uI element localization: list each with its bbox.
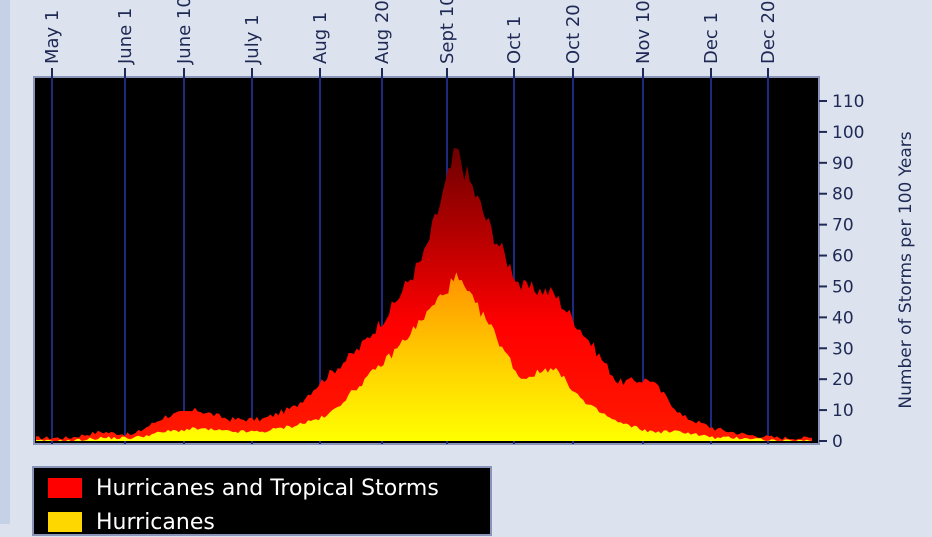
x-tick-label: Sept 10 bbox=[437, 0, 458, 64]
legend-item-hurricanes-and-tropical-storms: Hurricanes and Tropical Storms bbox=[48, 473, 439, 503]
x-tick-label: July 1 bbox=[242, 14, 263, 65]
x-tick-label: Aug 1 bbox=[310, 12, 331, 64]
legend-swatch-red bbox=[48, 478, 82, 498]
x-tick-label: Dec 1 bbox=[701, 12, 722, 64]
x-tick-label: Oct 20 bbox=[563, 4, 584, 64]
x-tick-label: Nov 10 bbox=[633, 0, 654, 64]
y-tick-label: 60 bbox=[832, 247, 854, 267]
legend-item-hurricanes: Hurricanes bbox=[48, 507, 215, 537]
left-border-strip bbox=[0, 0, 10, 524]
x-tick-label: Dec 20 bbox=[758, 1, 779, 64]
x-tick-label: Oct 1 bbox=[504, 16, 525, 64]
x-tick-label: May 1 bbox=[42, 10, 63, 64]
y-tick-label: 100 bbox=[832, 123, 864, 143]
storm-frequency-chart: May 1 June 1 June 10 July 1 Aug 1 Aug 20 Sept … bbox=[33, 0, 916, 452]
y-tick-label: 50 bbox=[832, 277, 854, 297]
x-tick-label: Aug 20 bbox=[372, 0, 393, 64]
legend-swatch-yellow bbox=[48, 512, 82, 532]
x-tick-label: June 1 bbox=[115, 8, 136, 65]
legend-label-hurricanes: Hurricanes bbox=[96, 509, 215, 535]
y-tick-label: 70 bbox=[832, 216, 854, 236]
legend: Hurricanes and Tropical Storms Hurricane… bbox=[32, 466, 492, 536]
y-tick-label: 40 bbox=[832, 308, 854, 328]
y-tick-label: 0 bbox=[832, 432, 843, 452]
y-tick-label: 10 bbox=[832, 401, 854, 421]
x-tick-label: June 10 bbox=[174, 0, 195, 65]
series-hurricanes-and-tropical-storms-area bbox=[36, 148, 812, 442]
y-tick-label: 110 bbox=[832, 92, 864, 112]
y-tick-label: 90 bbox=[832, 154, 854, 174]
y-tick-label: 20 bbox=[832, 370, 854, 390]
legend-label-hurricanes-and-tropical-storms: Hurricanes and Tropical Storms bbox=[96, 475, 439, 501]
y-axis-label: Number of Storms per 100 Years bbox=[896, 131, 916, 408]
y-tick-label: 80 bbox=[832, 185, 854, 205]
y-tick-label: 30 bbox=[832, 339, 854, 359]
series-hurricanes-area bbox=[36, 272, 812, 441]
